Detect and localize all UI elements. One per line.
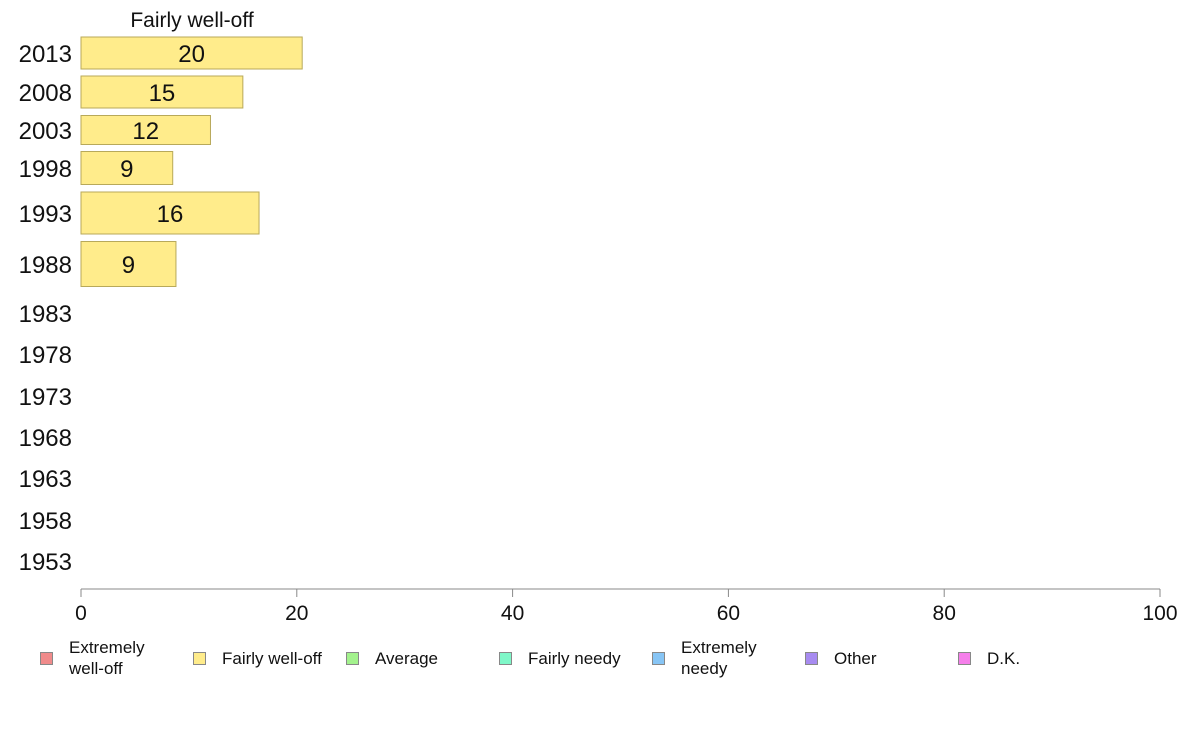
legend-item: Fairly needy — [499, 636, 638, 680]
y-tick-label: 1953 — [19, 549, 72, 576]
legend-swatch — [499, 651, 512, 665]
legend-swatch — [958, 651, 971, 665]
legend-item: Extremely needy — [652, 636, 791, 680]
x-tick-label: 20 — [285, 602, 308, 625]
legend-item: Extremely well-off — [40, 636, 179, 680]
data-label: 9 — [122, 252, 135, 279]
legend-item: Average — [346, 636, 485, 680]
y-tick-label: 2013 — [19, 41, 72, 68]
legend: Extremely well-off Fairly well-off Average… — [0, 636, 1188, 686]
legend-label: D.K. — [987, 648, 1021, 668]
legend-label: Extremely needy — [681, 638, 757, 678]
y-tick-label: 1988 — [19, 252, 72, 279]
legend-label: Average — [375, 648, 439, 668]
x-tick-label: 80 — [933, 602, 956, 625]
legend-swatch — [40, 651, 53, 665]
data-label: 15 — [149, 80, 176, 107]
data-label: 20 — [178, 41, 205, 68]
bar — [80, 151, 174, 185]
chart-title: Fairly well-off — [130, 9, 253, 32]
x-tick-label: 100 — [1142, 602, 1177, 625]
legend-item: D.K. — [958, 636, 1097, 680]
y-tick-label: 1963 — [19, 466, 72, 493]
bar — [80, 241, 177, 287]
legend-swatch — [346, 651, 359, 665]
legend-swatch — [805, 651, 818, 665]
y-tick-label: 1993 — [19, 201, 72, 228]
legend-item: Fairly well-off — [193, 636, 332, 680]
data-label: 16 — [157, 201, 184, 228]
bar — [80, 115, 211, 145]
y-axis-labels: 2013 2008 2003 1998 1993 1988 1983 1978 1973 1968… — [19, 41, 72, 576]
bar — [80, 36, 303, 70]
legend-swatch — [193, 651, 206, 665]
bar — [80, 191, 260, 235]
bar — [80, 75, 244, 109]
x-tick-label: 0 — [75, 602, 87, 625]
y-tick-label: 1983 — [19, 301, 72, 328]
legend-label: Fairly well-off — [222, 648, 322, 668]
legend-label: Fairly needy — [528, 648, 621, 668]
y-tick-label: 1973 — [19, 384, 72, 411]
legend-label: Other — [834, 648, 877, 668]
y-tick-label: 1958 — [19, 508, 72, 535]
data-label: 12 — [132, 118, 159, 145]
y-tick-label: 1978 — [19, 342, 72, 369]
y-tick-label: 1968 — [19, 425, 72, 452]
legend-swatch — [652, 651, 665, 665]
data-label: 9 — [120, 156, 133, 183]
legend-label: Extremely well-off — [69, 638, 145, 678]
legend-item: Other — [805, 636, 944, 680]
y-tick-label: 1998 — [19, 156, 72, 183]
y-tick-label: 2003 — [19, 118, 72, 145]
x-tick-label: 60 — [717, 602, 740, 625]
x-axis: 0 20 40 60 80 100 — [75, 588, 1178, 625]
x-tick-label: 40 — [501, 602, 524, 625]
y-tick-label: 2008 — [19, 80, 72, 107]
